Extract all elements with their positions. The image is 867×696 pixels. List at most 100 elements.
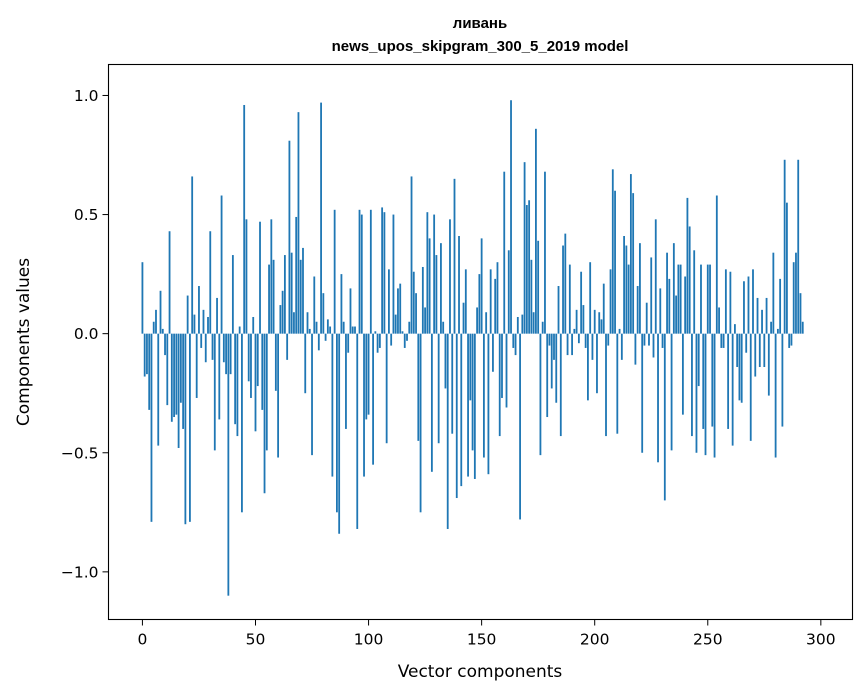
bar	[501, 333, 503, 398]
bar	[455, 333, 458, 499]
bar	[247, 333, 250, 382]
bar	[365, 333, 368, 420]
bar	[263, 333, 266, 494]
bar	[236, 333, 239, 437]
x-tick-label: 50	[246, 631, 266, 649]
bar	[442, 321, 445, 334]
bar	[544, 171, 546, 334]
bar	[684, 276, 687, 334]
bar	[648, 333, 650, 346]
bar	[148, 333, 151, 410]
bar	[616, 333, 619, 434]
bar	[724, 269, 727, 334]
bar	[537, 240, 540, 334]
bar	[270, 219, 273, 334]
bar	[519, 333, 521, 520]
bar	[412, 271, 415, 334]
bar	[369, 209, 372, 334]
bar	[575, 309, 578, 334]
bar	[788, 333, 791, 348]
bar	[189, 333, 191, 522]
bar	[749, 333, 752, 441]
x-tick-label: 0	[137, 631, 147, 649]
bar	[715, 195, 718, 334]
bar	[306, 312, 309, 334]
bar	[623, 236, 625, 334]
bar	[566, 333, 569, 356]
bar	[259, 221, 261, 334]
bar	[770, 321, 772, 334]
bar	[713, 333, 716, 458]
bar	[790, 333, 793, 346]
bar	[505, 333, 508, 408]
bar	[681, 333, 684, 415]
bar	[356, 333, 359, 529]
bar	[159, 290, 162, 334]
bar	[765, 297, 768, 334]
bar	[349, 288, 352, 334]
bar	[679, 264, 682, 334]
bar	[797, 159, 800, 334]
bar	[691, 333, 693, 437]
bar	[507, 250, 510, 334]
bar	[657, 333, 659, 463]
bar	[758, 333, 761, 368]
bar	[317, 333, 320, 351]
bar	[340, 274, 343, 334]
bar	[430, 333, 433, 472]
bar	[164, 333, 166, 356]
bar	[607, 333, 610, 346]
bar	[795, 252, 797, 334]
bar	[734, 324, 736, 334]
bar	[663, 333, 666, 501]
bar	[200, 333, 203, 348]
bar	[528, 200, 531, 334]
x-axis-ticks: 0 50 100 150 200 250 300	[137, 619, 836, 649]
bar	[166, 333, 169, 406]
bar	[482, 333, 485, 458]
bar	[661, 333, 664, 348]
bar	[381, 207, 384, 334]
bar	[290, 252, 293, 334]
bar	[415, 293, 417, 334]
bar	[521, 314, 524, 334]
bar	[591, 333, 594, 360]
x-tick-label: 100	[354, 631, 384, 649]
bar	[444, 333, 447, 389]
bar	[234, 333, 237, 425]
bar	[700, 264, 702, 334]
bar	[652, 333, 655, 358]
bar	[213, 333, 216, 451]
bar	[394, 314, 397, 334]
bar	[347, 333, 350, 353]
bar	[268, 264, 270, 334]
bar	[326, 319, 329, 334]
bar	[639, 243, 641, 334]
bar	[322, 293, 325, 334]
bar	[611, 169, 614, 334]
bar	[510, 100, 512, 334]
bar	[401, 331, 404, 334]
bar	[333, 209, 336, 334]
bar	[729, 271, 732, 334]
bar	[464, 269, 467, 334]
x-tick-label: 300	[806, 631, 836, 649]
bar	[283, 255, 286, 334]
bar	[577, 333, 580, 344]
bar	[634, 333, 637, 365]
y-tick-label: −1.0	[61, 563, 99, 581]
bar	[351, 326, 354, 334]
bar	[410, 176, 413, 334]
bar	[677, 264, 680, 334]
bar	[390, 333, 393, 346]
bar	[281, 290, 284, 334]
bar	[354, 326, 356, 334]
bar	[161, 328, 164, 334]
bar	[229, 333, 232, 375]
bar	[792, 262, 795, 334]
bar	[367, 333, 370, 415]
bar	[697, 333, 700, 387]
bar	[451, 333, 454, 434]
bar	[747, 276, 750, 334]
